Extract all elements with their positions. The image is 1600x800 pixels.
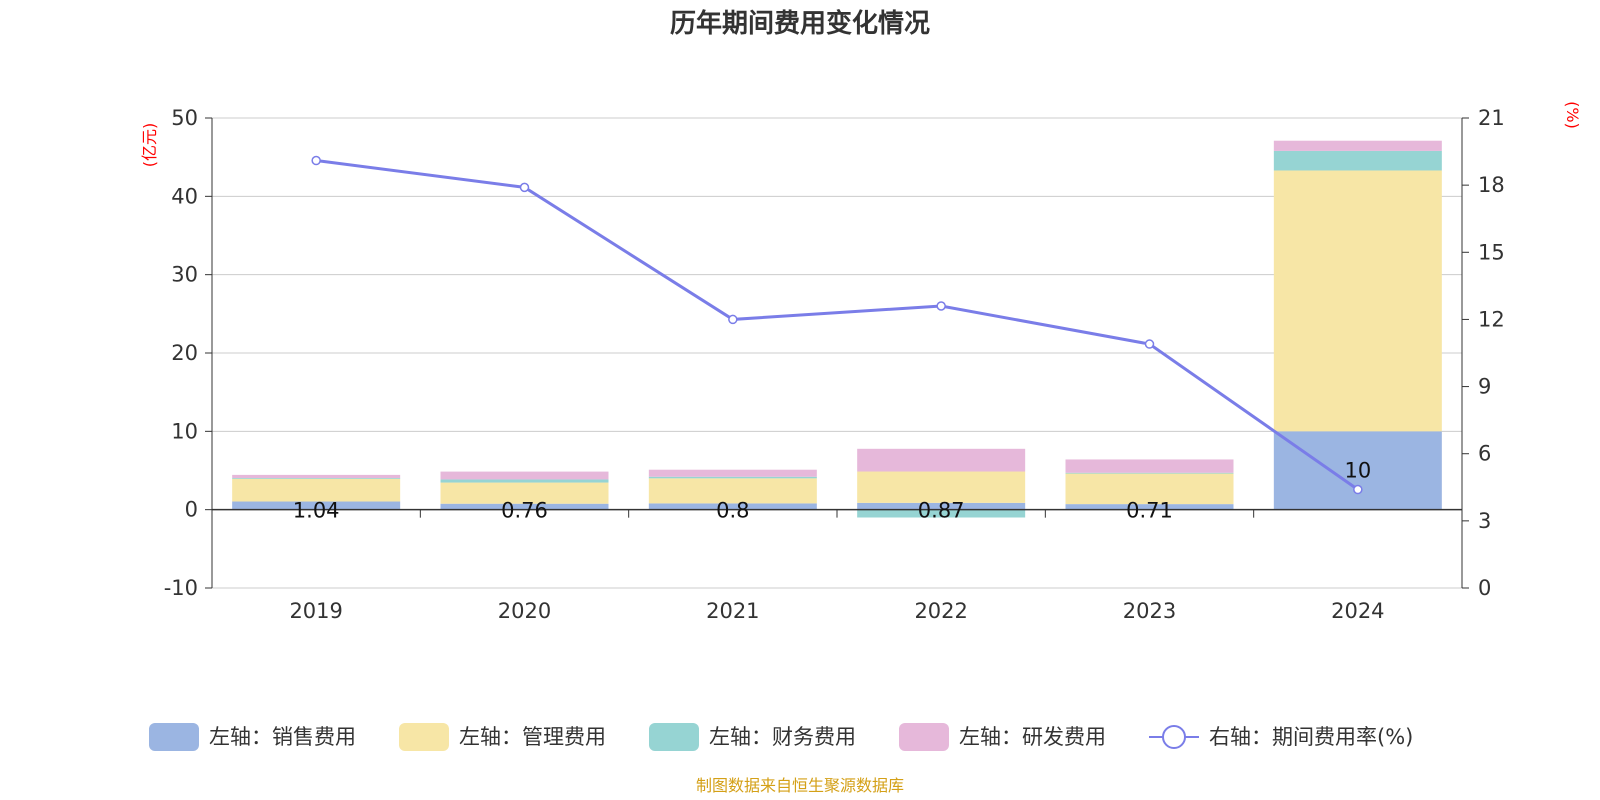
bar-segment [440,482,609,504]
bar-segment [857,502,1026,510]
legend-swatch [399,723,449,751]
bar-segment [1273,431,1442,510]
legend-label: 左轴：研发费用 [959,725,1106,749]
bar-segment [232,478,401,502]
legend-label: 左轴：销售费用 [209,725,356,749]
left-tick-label: 10 [171,419,198,443]
bar-data-label: 1.04 [293,499,340,523]
legend-label: 左轴：财务费用 [709,725,856,749]
legend-swatch [649,723,699,751]
x-tick-label: 2021 [706,599,759,623]
x-tick-label: 2023 [1123,599,1176,623]
bar-data-label: 0.76 [501,499,548,523]
right-tick-label: 9 [1478,375,1491,399]
expense-rate-point [311,155,321,166]
legend-swatch [899,723,949,751]
bar-data-label: 0.8 [716,499,749,523]
x-tick-label: 2022 [914,599,967,623]
right-tick-label: 18 [1478,173,1505,197]
expense-rate-point [1144,339,1155,349]
right-tick-label: 15 [1478,240,1505,264]
bar-segment [857,509,1026,518]
right-axis-unit: (%) [1563,101,1582,129]
right-tick-label: 3 [1478,509,1491,533]
left-axis-unit: (亿元) [140,123,159,168]
bar-segment [648,478,817,504]
legend-swatch [149,723,199,751]
bar-segment [1065,459,1234,473]
bar-segment [232,501,401,510]
bar-segment [1273,150,1442,171]
right-tick-label: 21 [1478,106,1505,130]
bar-segment [440,479,609,483]
left-tick-label: 30 [171,263,198,287]
bar-data-label: 0.87 [918,499,965,523]
left-tick-label: 0 [185,498,198,522]
right-tick-label: 6 [1478,442,1491,466]
bar-segment [648,476,817,479]
right-tick-label: 0 [1478,576,1491,600]
right-tick-label: 12 [1478,307,1505,331]
legend-label: 右轴：期间费用率(%) [1209,725,1413,749]
left-tick-label: 20 [171,341,198,365]
x-tick-label: 2019 [289,599,342,623]
bar-segment [857,471,1026,503]
bar-segment [857,448,1026,472]
x-tick-label: 2020 [498,599,551,623]
expense-rate-point [1353,484,1363,495]
bar-segment [232,478,401,479]
left-tick-label: 50 [171,106,198,130]
bar-segment [648,469,817,477]
left-tick-label: -10 [164,576,198,600]
expense-rate-point [728,314,738,325]
footer-source: 制图数据来自恒生聚源数据库 [696,776,904,795]
left-tick-label: 40 [171,184,198,208]
legend-label: 左轴：管理费用 [459,725,606,749]
bar-segment [1065,472,1234,474]
bar-segment [1065,473,1234,505]
bar-segment [440,503,609,510]
chart-title: 历年期间费用变化情况 [670,8,930,39]
bar-segment [440,471,609,480]
expense-rate-line [315,159,1359,491]
bar-data-label: 10 [1344,458,1371,482]
bar-segment [1273,140,1442,151]
bar-segment [648,503,817,510]
bar-segment [232,474,401,479]
bar-data-label: 0.71 [1126,499,1173,523]
bar-segment [1065,504,1234,510]
expense-rate-point [936,301,946,311]
expense-rate-point [519,182,530,193]
x-tick-label: 2024 [1331,599,1384,623]
bar-segment [1273,170,1442,432]
legend-line-marker [1162,725,1186,749]
